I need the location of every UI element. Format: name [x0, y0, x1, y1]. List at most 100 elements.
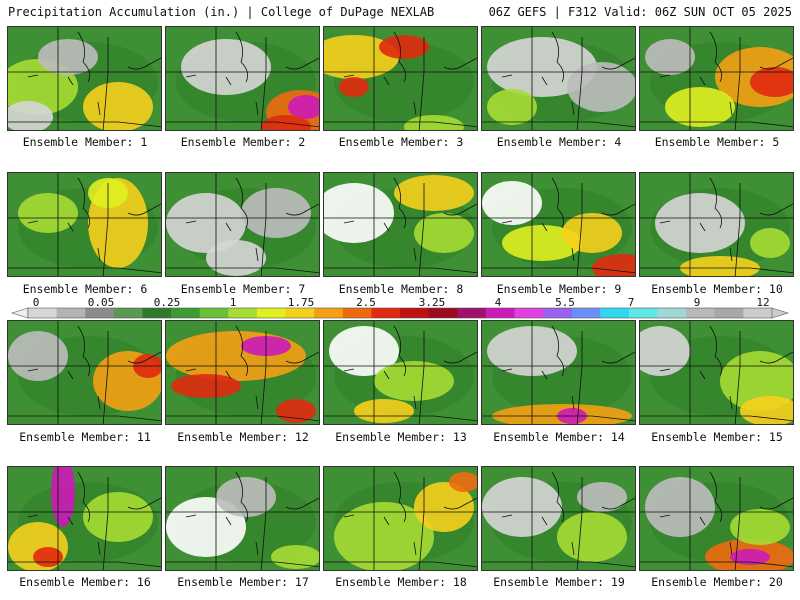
ensemble-member-label: Ensemble Member: 16 — [19, 575, 151, 589]
ensemble-member-map — [165, 466, 320, 571]
colorbar-segment — [199, 308, 229, 318]
ensemble-member-map — [323, 320, 478, 425]
colorbar-tick-label: 0.25 — [153, 296, 181, 309]
boundary-lines — [482, 173, 635, 276]
boundary-lines — [482, 467, 635, 570]
map-title: Precipitation Accumulation (in.) | Colle… — [8, 5, 435, 19]
colorbar-segment — [285, 308, 315, 318]
ensemble-member-label: Ensemble Member: 20 — [651, 575, 783, 589]
colorbar-segment — [628, 308, 659, 318]
ensemble-member-map — [481, 172, 636, 277]
colorbar-tick-label: 12 — [756, 296, 770, 309]
boundary-lines — [166, 173, 319, 276]
ensemble-member-map — [165, 172, 320, 277]
precip-field — [640, 321, 793, 424]
ensemble-member-map — [165, 26, 320, 131]
colorbar-segment — [113, 308, 143, 318]
precip-field — [482, 467, 635, 570]
ensemble-member-map — [639, 320, 794, 425]
ensemble-member-map — [7, 172, 162, 277]
colorbar-segment — [657, 308, 687, 318]
ensemble-member-map — [639, 26, 794, 131]
precip-field — [640, 467, 793, 570]
boundary-lines — [166, 321, 319, 424]
colorbar-tick-label: 0.05 — [87, 296, 115, 309]
precip-field — [482, 321, 635, 424]
ensemble-member-label: Ensemble Member: 1 — [22, 135, 148, 149]
colorbar-tick-label: 9 — [693, 296, 701, 309]
colorbar-segment — [457, 308, 487, 318]
precip-field — [482, 173, 635, 276]
colorbar-segment — [256, 308, 287, 318]
boundary-lines — [324, 321, 477, 424]
ensemble-member-label: Ensemble Member: 19 — [493, 575, 625, 589]
ensemble-member-label: Ensemble Member: 14 — [493, 430, 625, 444]
ensemble-member-label: Ensemble Member: 18 — [335, 575, 467, 589]
precip-field — [640, 27, 793, 130]
ensemble-member-map — [323, 26, 478, 131]
colorbar-segment — [28, 308, 58, 318]
boundary-lines — [482, 27, 635, 130]
ensemble-member-map — [323, 466, 478, 571]
colorbar-segment — [342, 308, 372, 318]
colorbar-segment — [142, 308, 172, 318]
boundary-lines — [324, 27, 477, 130]
colorbar-segment — [400, 308, 430, 318]
ensemble-member-map — [165, 320, 320, 425]
ensemble-member-label: Ensemble Member: 4 — [496, 135, 622, 149]
boundary-lines — [8, 173, 161, 276]
ensemble-member-map — [481, 26, 636, 131]
colorbar-tick-label: 1.75 — [287, 296, 315, 309]
ensemble-member-label: Ensemble Member: 13 — [335, 430, 467, 444]
ensemble-member-label: Ensemble Member: 17 — [177, 575, 309, 589]
boundary-lines — [8, 321, 161, 424]
ensemble-member-label: Ensemble Member: 9 — [496, 282, 622, 296]
colorbar-segment — [514, 308, 544, 318]
colorbar-segment — [371, 308, 401, 318]
colorbar-segment — [171, 308, 201, 318]
ensemble-member-label: Ensemble Member: 12 — [177, 430, 309, 444]
boundary-lines — [166, 27, 319, 130]
ensemble-member-map — [7, 26, 162, 131]
colorbar-segment — [485, 308, 515, 318]
precip-field — [8, 321, 161, 424]
precip-field — [324, 321, 477, 424]
colorbar-tick-label: 7 — [627, 296, 635, 309]
colorbar-tick-label: 3.25 — [418, 296, 446, 309]
colorbar-segment — [314, 308, 344, 318]
colorbar-segment — [571, 308, 601, 318]
colorbar-segment — [543, 308, 573, 318]
ensemble-member-label: Ensemble Member: 8 — [338, 282, 464, 296]
ensemble-member-map — [7, 320, 162, 425]
ensemble-member-label: Ensemble Member: 11 — [19, 430, 151, 444]
colorbar-segment — [428, 308, 458, 318]
ensemble-member-label: Ensemble Member: 5 — [654, 135, 780, 149]
precip-field — [324, 27, 477, 130]
ensemble-member-map — [639, 466, 794, 571]
colorbar-segment — [714, 308, 744, 318]
colorbar-tick-label: 1 — [229, 296, 237, 309]
colorbar-tick-label: 4 — [494, 296, 502, 309]
ensemble-member-label: Ensemble Member: 2 — [180, 135, 306, 149]
boundary-lines — [482, 321, 635, 424]
precip-field — [8, 467, 161, 570]
boundary-lines — [640, 173, 793, 276]
ensemble-member-map — [481, 320, 636, 425]
boundary-lines — [324, 173, 477, 276]
precip-field — [166, 173, 319, 276]
colorbar-segment — [85, 308, 115, 318]
colorbar-segment — [228, 308, 258, 318]
colorbar-tick-label: 2.5 — [356, 296, 376, 309]
boundary-lines — [8, 467, 161, 570]
colorbar-segment — [56, 308, 86, 318]
ensemble-member-map — [323, 172, 478, 277]
precip-field — [324, 173, 477, 276]
boundary-lines — [640, 321, 793, 424]
ensemble-member-map — [639, 172, 794, 277]
boundary-lines — [640, 467, 793, 570]
ensemble-member-map — [7, 466, 162, 571]
colorbar-tick-label: 0 — [32, 296, 40, 309]
ensemble-member-label: Ensemble Member: 3 — [338, 135, 464, 149]
precip-field — [166, 321, 319, 424]
ensemble-member-map — [481, 466, 636, 571]
